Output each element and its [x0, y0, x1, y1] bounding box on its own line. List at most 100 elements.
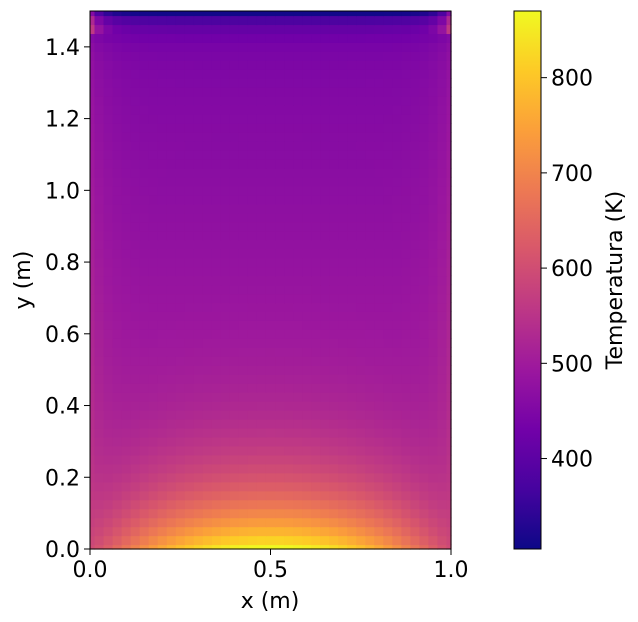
- heatmap-cell: [184, 535, 195, 546]
- heatmap-cell: [166, 535, 177, 546]
- heatmap-cell: [410, 212, 421, 223]
- heatmap-cell: [302, 338, 312, 348]
- heatmap-cell: [220, 508, 231, 519]
- heatmap-cell: [293, 275, 303, 286]
- heatmap-cell: [320, 284, 330, 295]
- heatmap-cell: [238, 544, 249, 550]
- heatmap-cell: [374, 87, 384, 97]
- heatmap-cell: [94, 445, 105, 456]
- colorbar-tick-label: 500: [551, 352, 593, 377]
- heatmap-cell: [121, 185, 132, 196]
- heatmap-cell: [130, 293, 141, 304]
- heatmap-cell: [112, 329, 123, 339]
- heatmap-cell: [446, 544, 452, 550]
- heatmap-cell: [265, 248, 276, 259]
- heatmap-cell: [302, 418, 312, 429]
- heatmap-cell: [392, 445, 402, 456]
- heatmap-cell: [419, 392, 430, 402]
- heatmap-cell: [356, 302, 366, 312]
- heatmap-cell: [130, 24, 141, 35]
- heatmap-cell: [157, 257, 168, 268]
- heatmap-cell: [428, 410, 439, 420]
- heatmap-cell: [184, 472, 195, 483]
- heatmap-cell: [175, 15, 186, 26]
- heatmap-cell: [284, 508, 294, 519]
- heatmap-cell: [247, 517, 258, 528]
- heatmap-cell: [329, 499, 339, 510]
- heatmap-cell: [284, 347, 294, 357]
- heatmap-cell: [166, 158, 177, 169]
- heatmap-cell: [338, 293, 348, 304]
- heatmap-cell: [112, 203, 123, 214]
- heatmap-cell: [148, 481, 159, 492]
- heatmap-cell: [103, 499, 114, 510]
- heatmap-cell: [229, 33, 240, 43]
- heatmap-cell: [130, 239, 141, 250]
- heatmap-cell: [238, 15, 249, 26]
- heatmap-cell: [392, 60, 402, 70]
- heatmap-cell: [275, 78, 285, 88]
- heatmap-cell: [392, 221, 402, 232]
- heatmap-cell: [103, 544, 114, 550]
- heatmap-cell: [184, 239, 195, 250]
- heatmap-cell: [347, 69, 357, 79]
- heatmap-cell: [392, 517, 402, 528]
- heatmap-cell: [338, 221, 348, 232]
- heatmap-cell: [211, 194, 222, 205]
- heatmap-cell: [302, 499, 312, 510]
- heatmap-cell: [392, 320, 402, 330]
- heatmap-cell: [256, 401, 267, 411]
- heatmap-cell: [428, 96, 439, 106]
- heatmap-cell: [284, 114, 294, 124]
- heatmap-cell: [302, 141, 312, 151]
- heatmap-cell: [374, 284, 384, 295]
- heatmap-cell: [265, 454, 276, 465]
- heatmap-cell: [202, 293, 213, 304]
- heatmap-cell: [130, 472, 141, 483]
- heatmap-cell: [94, 427, 105, 438]
- heatmap-cell: [121, 11, 132, 17]
- heatmap-cell: [247, 33, 258, 43]
- heatmap-cell: [193, 105, 204, 115]
- heatmap-cell: [202, 320, 213, 330]
- heatmap-cell: [329, 517, 339, 528]
- heatmap-cell: [356, 212, 366, 223]
- heatmap-cell: [383, 87, 393, 97]
- heatmap-cell: [365, 15, 375, 26]
- x-axis: 0.0 0.5 1.0: [73, 549, 469, 583]
- heatmap-cell: [90, 24, 96, 35]
- heatmap-cell: [90, 418, 96, 429]
- heatmap-cell: [193, 203, 204, 214]
- heatmap-cell: [320, 490, 330, 501]
- heatmap-cell: [211, 203, 222, 214]
- heatmap-cell: [139, 383, 150, 393]
- heatmap-cell: [419, 508, 430, 519]
- heatmap-cell: [320, 132, 330, 142]
- heatmap-cell: [211, 401, 222, 411]
- heatmap-cell: [256, 535, 267, 546]
- heatmap-cell: [401, 374, 411, 384]
- heatmap-cell: [347, 508, 357, 519]
- heatmap-cell: [193, 42, 204, 52]
- heatmap-cell: [329, 436, 339, 447]
- heatmap-cell: [356, 445, 366, 456]
- heatmap-cell: [175, 320, 186, 330]
- heatmap-cell: [419, 320, 430, 330]
- heatmap-cell: [311, 96, 321, 106]
- heatmap-cell: [256, 230, 267, 241]
- heatmap-cell: [121, 24, 132, 35]
- heatmap-cell: [139, 87, 150, 97]
- heatmap-cell: [275, 302, 285, 312]
- heatmap-cell: [356, 230, 366, 241]
- heatmap-cell: [356, 374, 366, 384]
- heatmap-cell: [175, 69, 186, 79]
- heatmap-cell: [419, 239, 430, 250]
- heatmap-cell: [302, 78, 312, 88]
- heatmap-cell: [175, 517, 186, 528]
- heatmap-cell: [139, 114, 150, 124]
- heatmap-cell: [293, 51, 303, 61]
- heatmap-cell: [356, 123, 366, 133]
- heatmap-cell: [302, 158, 312, 169]
- heatmap-cell: [284, 356, 294, 366]
- heatmap-cell: [184, 167, 195, 178]
